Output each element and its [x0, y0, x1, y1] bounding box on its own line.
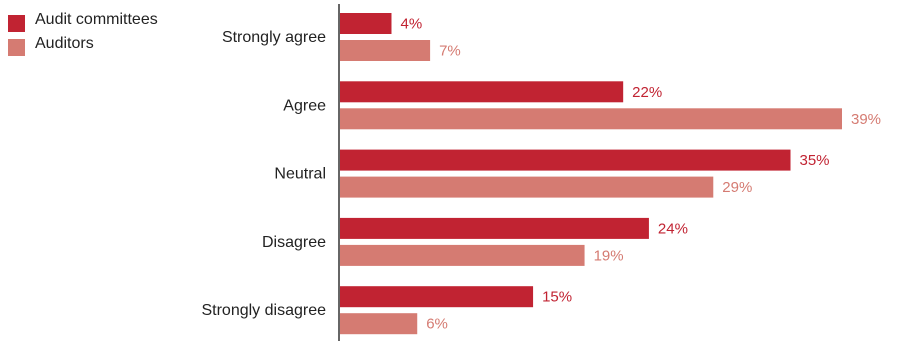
bar-audit-committees-strongly-agree [340, 13, 392, 34]
bar-audit-committees-agree [340, 81, 624, 103]
category-label-disagree: Disagree [262, 234, 326, 251]
value-label-audit-committees-strongly-agree: 4% [400, 16, 422, 33]
value-label-audit-committees-neutral: 35% [800, 152, 830, 169]
legend-label-auditors: Auditors [35, 35, 94, 52]
value-label-auditors-neutral: 29% [722, 179, 752, 196]
category-label-strongly-agree: Strongly agree [222, 29, 326, 46]
value-label-auditors-strongly-disagree: 6% [426, 316, 448, 333]
category-label-neutral: Neutral [274, 166, 326, 183]
legend-item-auditors: Auditors [8, 34, 165, 56]
bar-audit-committees-disagree [340, 217, 649, 239]
bar-audit-committees-neutral [340, 149, 791, 171]
value-label-auditors-strongly-agree: 7% [439, 43, 461, 60]
legend-swatch-auditors [8, 39, 25, 56]
bar-auditors-strongly-agree [340, 40, 431, 61]
bar-auditors-agree [340, 108, 842, 130]
value-label-audit-committees-agree: 22% [632, 84, 662, 101]
bar-auditors-neutral [340, 176, 714, 198]
legend: Audit committees Auditors [8, 10, 165, 58]
value-label-auditors-agree: 39% [851, 111, 881, 128]
bar-audit-committees-strongly-disagree [340, 286, 534, 308]
value-label-auditors-disagree: 19% [594, 247, 624, 264]
category-label-strongly-disagree: Strongly disagree [201, 302, 326, 319]
bar-auditors-disagree [340, 244, 585, 266]
value-label-audit-committees-strongly-disagree: 15% [542, 289, 572, 306]
category-label-agree: Agree [283, 97, 326, 114]
bar-auditors-strongly-disagree [340, 313, 418, 335]
legend-label-audit-committees: Audit committees [35, 11, 158, 28]
legend-item-audit-committees: Audit committees [8, 10, 165, 32]
legend-swatch-audit-committees [8, 15, 25, 32]
value-label-audit-committees-disagree: 24% [658, 220, 688, 237]
